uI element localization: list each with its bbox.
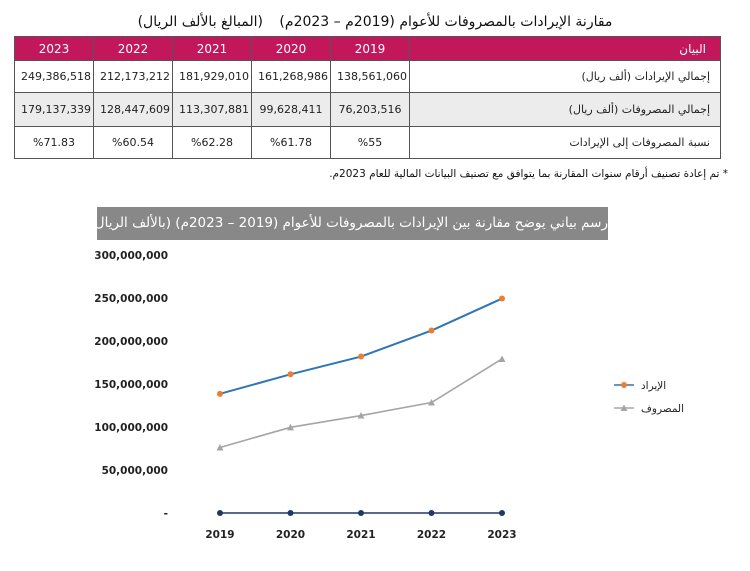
page-title: مقارنة الإيرادات بالمصروفات للأعوام (201… — [14, 14, 736, 36]
data-point — [217, 390, 223, 397]
y-tick-label: 50,000,000 — [102, 465, 168, 477]
y-tick-label: - — [164, 508, 168, 520]
table-cell: %62.28 — [172, 126, 252, 159]
year-header: 2021 — [172, 36, 252, 61]
table-row-ratio: %71.83 %60.54 %62.28 %61.78 %55 نسبة الم… — [14, 126, 721, 159]
table-cell: 128,447,609 — [93, 92, 173, 127]
table-cell: 113,307,881 — [172, 92, 252, 127]
title-main: مقارنة الإيرادات بالمصروفات للأعوام (201… — [279, 14, 613, 30]
data-point — [287, 371, 294, 378]
data-point — [499, 295, 505, 302]
data-point — [287, 510, 294, 516]
table-cell: %60.54 — [93, 126, 173, 159]
x-tick-label: 2020 — [276, 529, 305, 541]
data-point — [357, 412, 365, 419]
row-label: إجمالي المصروفات (ألف ريال) — [409, 92, 721, 127]
comparison-table: 2023 2022 2021 2020 2019 البيان 249,386,… — [14, 36, 721, 159]
data-point — [216, 443, 224, 451]
x-tick-label: 2022 — [417, 529, 446, 541]
table-cell: 249,386,518 — [14, 60, 94, 93]
data-point — [358, 353, 364, 360]
series-line — [219, 297, 503, 395]
table-cell: 138,561,060 — [330, 60, 410, 93]
data-point — [217, 510, 223, 516]
y-tick-label: 250,000,000 — [94, 293, 168, 305]
title-unit: (المبالغ بالألف الريال) — [137, 14, 263, 30]
y-tick-label: 100,000,000 — [94, 422, 168, 434]
legend-swatch-marker — [620, 404, 628, 411]
footnote: * تم إعادة تصنيف أرقام سنوات المقارنة بم… — [329, 168, 728, 180]
x-tick-label: 2023 — [487, 529, 516, 541]
y-tick-label: 200,000,000 — [94, 336, 168, 348]
table-cell: 179,137,339 — [14, 92, 94, 127]
data-point — [287, 423, 294, 431]
year-header: 2019 — [330, 36, 410, 61]
y-tick-label: 300,000,000 — [94, 250, 168, 262]
legend-label: الإيراد — [641, 380, 666, 392]
table-cell: %61.78 — [251, 126, 331, 159]
data-point — [428, 510, 435, 516]
x-tick-label: 2019 — [205, 529, 234, 541]
x-tick-label: 2021 — [346, 529, 375, 541]
row-label: نسبة المصروفات إلى الإيرادات — [409, 126, 721, 159]
table-cell: 181,929,010 — [172, 60, 252, 93]
data-point — [428, 399, 435, 406]
data-point — [499, 510, 505, 516]
table-row-expenses: 179,137,339 128,447,609 113,307,881 99,6… — [14, 92, 721, 127]
table-row-revenue: 249,386,518 212,173,212 181,929,010 161,… — [14, 60, 721, 93]
data-point — [428, 327, 435, 334]
legend-swatch-marker — [621, 382, 627, 388]
row-label: إجمالي الإيرادات (ألف ريال) — [409, 60, 721, 93]
data-point — [498, 355, 506, 362]
table-cell: %55 — [330, 126, 410, 159]
data-point — [358, 510, 364, 516]
series-line — [219, 358, 503, 449]
legend-label: المصروف — [641, 403, 684, 415]
table-cell: 76,203,516 — [330, 92, 410, 127]
label-header: البيان — [409, 36, 721, 61]
chart-title-banner: رسم بياني يوضح مقارنة بين الإيرادات بالم… — [90, 207, 608, 240]
y-tick-label: 150,000,000 — [94, 379, 168, 391]
